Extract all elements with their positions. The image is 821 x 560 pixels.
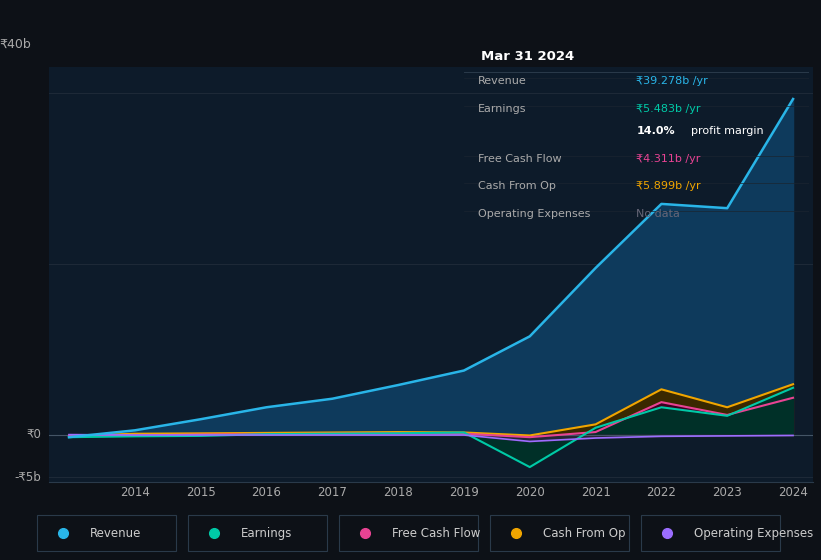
Text: ₹0: ₹0 <box>27 428 42 441</box>
Text: Earnings: Earnings <box>241 527 292 540</box>
Text: Cash From Op: Cash From Op <box>543 527 625 540</box>
Text: ₹39.278b /yr: ₹39.278b /yr <box>636 76 708 86</box>
Text: ₹5.483b /yr: ₹5.483b /yr <box>636 104 701 114</box>
Text: Free Cash Flow: Free Cash Flow <box>392 527 480 540</box>
Text: profit margin: profit margin <box>691 126 764 136</box>
Text: Revenue: Revenue <box>478 76 526 86</box>
Text: Free Cash Flow: Free Cash Flow <box>478 154 562 164</box>
Text: No data: No data <box>636 209 680 219</box>
Text: -₹5b: -₹5b <box>15 471 42 484</box>
Text: 14.0%: 14.0% <box>636 126 675 136</box>
Text: ₹4.311b /yr: ₹4.311b /yr <box>636 154 700 164</box>
Text: Operating Expenses: Operating Expenses <box>694 527 813 540</box>
Text: Earnings: Earnings <box>478 104 526 114</box>
Text: Mar 31 2024: Mar 31 2024 <box>481 50 575 63</box>
Text: ₹40b: ₹40b <box>0 38 31 50</box>
Text: ₹5.899b /yr: ₹5.899b /yr <box>636 181 701 192</box>
Text: Revenue: Revenue <box>89 527 141 540</box>
Text: Operating Expenses: Operating Expenses <box>478 209 590 219</box>
Text: Cash From Op: Cash From Op <box>478 181 556 192</box>
